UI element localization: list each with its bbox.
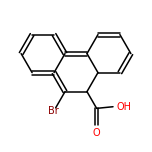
Text: OH: OH bbox=[117, 102, 132, 112]
Text: O: O bbox=[93, 128, 100, 138]
Text: Br: Br bbox=[48, 106, 59, 116]
